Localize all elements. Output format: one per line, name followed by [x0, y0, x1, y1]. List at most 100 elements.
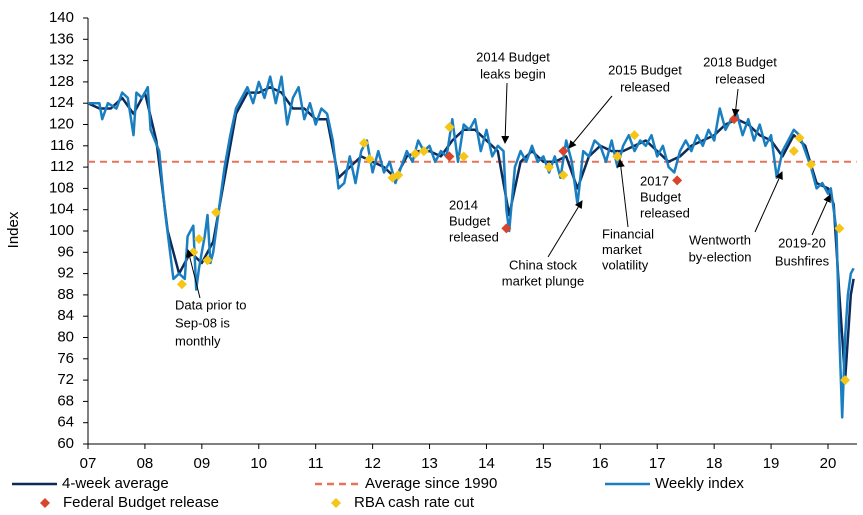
- annotation: 2017: [640, 173, 669, 188]
- event-marker: [794, 132, 805, 143]
- annotation: China stock: [509, 257, 577, 272]
- legend-label: RBA cash rate cut: [354, 494, 475, 511]
- x-tick-label: 11: [308, 455, 324, 472]
- annotation: Bushfires: [775, 253, 830, 268]
- y-tick-label: 64: [57, 414, 74, 431]
- annotation: 2015 Budget: [608, 62, 682, 77]
- annotation: Sep-08 is: [175, 315, 230, 330]
- annotation: market: [602, 242, 642, 257]
- annotation: market plunge: [502, 273, 584, 288]
- event-marker: [194, 233, 204, 244]
- annotation: released: [449, 229, 499, 244]
- event-marker: [501, 223, 512, 234]
- event-marker: [672, 175, 683, 186]
- y-tick-label: 140: [49, 9, 74, 26]
- annotation: Budget: [640, 189, 682, 204]
- legend-label: 4-week average: [62, 475, 169, 492]
- y-tick-label: 88: [57, 286, 74, 303]
- annotation-arrow: [501, 82, 510, 144]
- event-marker: [176, 279, 187, 290]
- x-tick-label: 13: [421, 455, 438, 472]
- y-tick-label: 128: [49, 73, 74, 90]
- y-tick-label: 124: [49, 94, 74, 111]
- annotation: Wentworth: [689, 232, 751, 247]
- y-tick-label: 68: [57, 392, 74, 409]
- x-tick-label: 17: [649, 455, 666, 472]
- event-marker: [418, 146, 429, 157]
- annotation: Data prior to: [175, 297, 247, 312]
- annotation-arrow: [568, 95, 613, 149]
- event-marker: [393, 170, 404, 181]
- y-tick-label: 112: [50, 158, 74, 175]
- annotation-arrow: [754, 171, 783, 233]
- y-tick-label: 116: [50, 137, 74, 154]
- index-line: [88, 75, 855, 419]
- annotation: volatility: [602, 257, 649, 272]
- annotation-arrow: [185, 249, 201, 299]
- y-tick-label: 104: [49, 201, 74, 218]
- annotation-arrow: [811, 194, 831, 236]
- annotation: 2019-20: [778, 235, 826, 250]
- event-marker: [364, 154, 375, 165]
- event-marker: [211, 207, 222, 218]
- y-tick-label: 132: [49, 52, 74, 69]
- annotation: by-election: [689, 249, 752, 264]
- y-tick-label: 92: [57, 265, 74, 282]
- legend-label: Average since 1990: [365, 475, 497, 492]
- annotation: leaks begin: [480, 66, 546, 81]
- legend-label: Federal Budget release: [63, 494, 219, 511]
- annotation-arrow: [731, 88, 740, 117]
- annotation-arrow: [616, 159, 629, 228]
- y-tick-label: 80: [57, 328, 74, 345]
- y-tick-label: 84: [57, 307, 74, 324]
- y-axis-label: Index: [5, 211, 22, 248]
- event-marker: [359, 138, 370, 149]
- event-marker: [612, 151, 623, 162]
- x-tick-label: 07: [80, 455, 97, 472]
- y-tick-label: 76: [57, 350, 74, 367]
- annotation: Financial: [602, 226, 654, 241]
- event-marker: [834, 223, 845, 234]
- y-tick-label: 136: [49, 30, 74, 47]
- event-marker: [444, 122, 455, 133]
- x-tick-label: 14: [478, 455, 495, 472]
- annotation: 2018 Budget: [703, 54, 777, 69]
- event-marker: [629, 130, 640, 141]
- x-tick-label: 19: [763, 455, 780, 472]
- annotation: released: [640, 205, 690, 220]
- legend-marker: [40, 498, 50, 508]
- event-marker: [788, 146, 799, 157]
- legend-label: Weekly index: [655, 475, 744, 492]
- annotation: released: [715, 71, 765, 86]
- x-tick-label: 18: [706, 455, 723, 472]
- x-tick-label: 09: [194, 455, 211, 472]
- x-tick-label: 16: [592, 455, 609, 472]
- x-tick-label: 08: [137, 455, 154, 472]
- event-marker: [558, 170, 569, 181]
- x-tick-label: 10: [250, 455, 267, 472]
- x-tick-label: 15: [535, 455, 552, 472]
- event-marker: [544, 162, 555, 173]
- annotation: released: [620, 79, 670, 94]
- annotation: 2014 Budget: [476, 49, 550, 64]
- event-marker: [840, 375, 851, 386]
- y-tick-label: 108: [49, 179, 74, 196]
- annotation: monthly: [175, 333, 221, 348]
- x-tick-label: 12: [364, 455, 381, 472]
- x-tick-label: 20: [820, 455, 837, 472]
- event-marker: [444, 151, 455, 162]
- event-marker: [558, 146, 569, 157]
- legend-marker: [331, 498, 341, 508]
- event-marker: [410, 148, 421, 159]
- annotation-arrow: [547, 200, 583, 258]
- annotation: 2014: [449, 197, 478, 212]
- annotation: Budget: [449, 213, 491, 228]
- y-tick-label: 60: [57, 435, 74, 452]
- event-marker: [458, 151, 469, 162]
- y-tick-label: 120: [49, 115, 74, 132]
- y-tick-label: 100: [49, 222, 74, 239]
- y-tick-label: 96: [57, 243, 74, 260]
- event-marker: [805, 159, 816, 170]
- y-tick-label: 72: [57, 371, 74, 388]
